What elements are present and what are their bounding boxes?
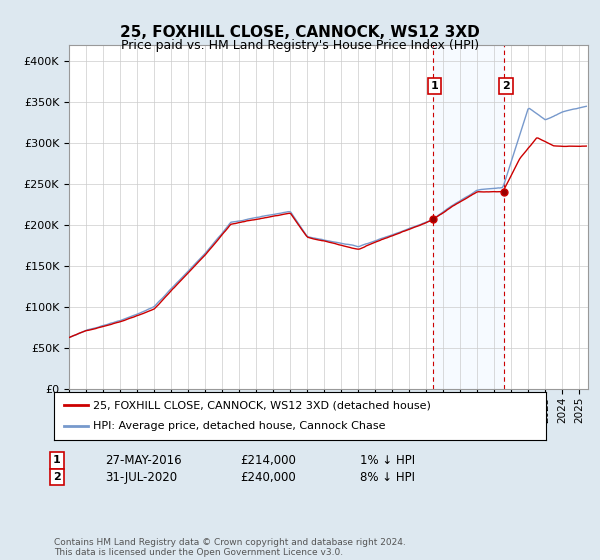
Bar [433, 45, 504, 389]
Text: Price paid vs. HM Land Registry's House Price Index (HPI): Price paid vs. HM Land Registry's House … [121, 39, 479, 52]
Text: 2: 2 [53, 472, 61, 482]
Text: HPI: Average price, detached house, Cannock Chase: HPI: Average price, detached house, Cann… [94, 421, 386, 431]
Text: 2: 2 [502, 81, 510, 91]
Text: 25, FOXHILL CLOSE, CANNOCK, WS12 3XD: 25, FOXHILL CLOSE, CANNOCK, WS12 3XD [120, 25, 480, 40]
Text: 1: 1 [53, 455, 61, 465]
Text: 27-MAY-2016: 27-MAY-2016 [105, 454, 182, 467]
Text: 31-JUL-2020: 31-JUL-2020 [105, 470, 177, 484]
Text: £214,000: £214,000 [240, 454, 296, 467]
Text: 1: 1 [431, 81, 439, 91]
Text: Contains HM Land Registry data © Crown copyright and database right 2024.
This d: Contains HM Land Registry data © Crown c… [54, 538, 406, 557]
Text: 25, FOXHILL CLOSE, CANNOCK, WS12 3XD (detached house): 25, FOXHILL CLOSE, CANNOCK, WS12 3XD (de… [94, 400, 431, 410]
Text: £240,000: £240,000 [240, 470, 296, 484]
Text: 1% ↓ HPI: 1% ↓ HPI [360, 454, 415, 467]
Text: 8% ↓ HPI: 8% ↓ HPI [360, 470, 415, 484]
